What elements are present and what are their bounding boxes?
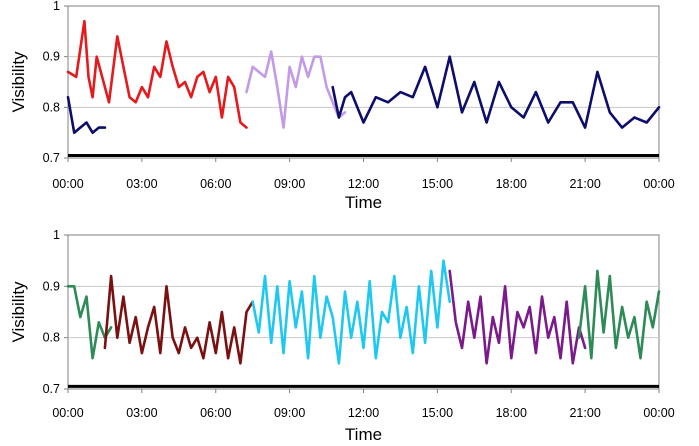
x-tick-label: 09:00 — [274, 406, 305, 420]
y-tick-label: 0.8 — [43, 331, 60, 345]
y-tick-label: 0.9 — [43, 279, 60, 293]
plot-area — [67, 234, 660, 390]
x-tick-label: 21:00 — [569, 406, 600, 420]
series-line-5 — [577, 269, 661, 360]
series-line-1 — [66, 19, 248, 129]
y-tick-label: 0.8 — [43, 100, 60, 114]
x-tick-label: 12:00 — [348, 406, 379, 420]
chart-panel-2: 0.7 0.8 0.9 1 00:00 03:00 06:00 09:00 12:00 15:00… — [9, 228, 675, 444]
y-tick-label: 1 — [53, 228, 60, 242]
series-line-4 — [448, 269, 587, 365]
x-tick-label: 06:00 — [200, 177, 231, 191]
x-tick-label: 00:00 — [643, 406, 674, 420]
y-axis-label: Visibility — [9, 281, 28, 343]
x-axis-label: Time — [345, 193, 382, 212]
x-tick-label: 15:00 — [422, 177, 453, 191]
x-tick-label: 00:00 — [52, 177, 83, 191]
y-tick-label: 1 — [53, 0, 60, 13]
x-tick-label: 15:00 — [422, 406, 453, 420]
y-axis-label: Visibility — [9, 51, 28, 113]
x-tick-label: 06:00 — [200, 406, 231, 420]
x-tick-label: 18:00 — [496, 406, 527, 420]
x-tick-label: 03:00 — [126, 177, 157, 191]
series-line-2 — [66, 95, 107, 134]
plot-area — [67, 5, 660, 159]
x-tick-label: 12:00 — [348, 177, 379, 191]
x-tick-label: 21:00 — [569, 177, 600, 191]
chart-panel-1: 0.7 0.8 0.9 1 00:00 03:00 06:00 09:00 12:00 15:00… — [9, 0, 675, 212]
x-tick-label: 09:00 — [274, 177, 305, 191]
series-line-3 — [251, 259, 452, 365]
series-line-3 — [245, 50, 347, 129]
x-axis-label: Time — [345, 425, 382, 444]
y-tick-label: 0.7 — [43, 151, 60, 165]
series-line-2 — [103, 274, 254, 365]
x-tick-label: 03:00 — [126, 406, 157, 420]
y-tick-label: 0.7 — [43, 382, 60, 396]
x-tick-label: 00:00 — [52, 406, 83, 420]
y-tick-label: 0.9 — [43, 50, 60, 64]
series-line-1 — [66, 284, 113, 360]
series-line-4 — [331, 55, 661, 129]
x-tick-label: 18:00 — [496, 177, 527, 191]
x-tick-label: 00:00 — [643, 177, 674, 191]
